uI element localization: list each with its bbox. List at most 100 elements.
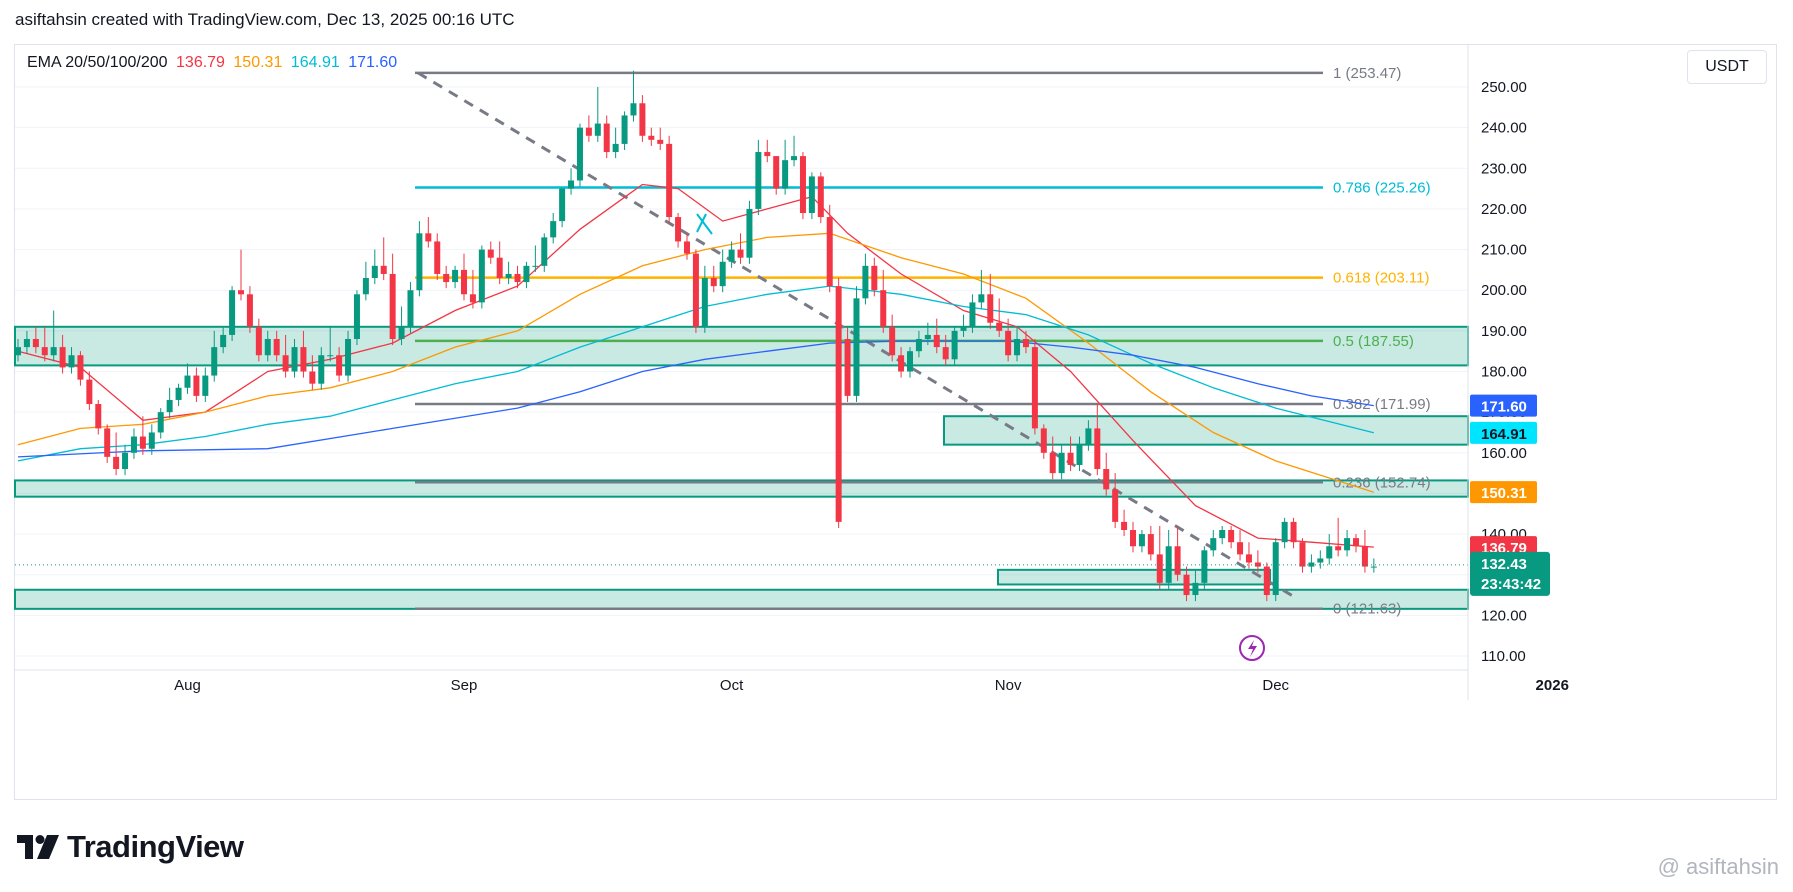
candle-body (1112, 489, 1119, 522)
zone-box[interactable] (14, 588, 1469, 610)
candle-body (675, 217, 682, 242)
candle-body (880, 290, 887, 327)
candle-body (862, 265, 869, 299)
candle-body (594, 123, 601, 136)
candle-body (1138, 534, 1145, 547)
candle-body (1094, 428, 1101, 470)
candle-body (684, 241, 690, 254)
candle-body (353, 294, 360, 339)
candle-body (255, 326, 262, 356)
candle-body (1165, 546, 1172, 583)
y-tick-label: 180.00 (1481, 364, 1527, 381)
candle-body (505, 273, 512, 279)
candle-body (550, 221, 557, 238)
annotation-marker[interactable] (696, 213, 713, 235)
candle-body (398, 326, 405, 339)
currency-selector[interactable]: USDT (1687, 50, 1767, 84)
candle-body (871, 265, 878, 291)
fib-level-label: 0.618 (203.11) (1333, 270, 1429, 287)
candle-body (808, 176, 815, 213)
candle-body (666, 143, 673, 218)
candle-body (211, 347, 218, 376)
candle-body (523, 265, 530, 283)
candle-body (799, 156, 806, 213)
candle-body (1121, 521, 1128, 531)
candle-body (452, 269, 459, 283)
candle-body (791, 156, 798, 161)
candle-body (1281, 521, 1288, 543)
candle-body (389, 273, 396, 339)
candle-body (1058, 452, 1065, 474)
candle-body (1183, 574, 1190, 596)
candle-body (773, 156, 780, 189)
x-tick-label: 2026 (1536, 677, 1569, 694)
candle-body (853, 298, 860, 396)
candle-body (478, 249, 485, 303)
candle-body (764, 152, 771, 157)
y-tick-label: 220.00 (1481, 201, 1527, 218)
candle-body (782, 160, 789, 189)
zone-box[interactable] (943, 415, 1469, 446)
candle-body (318, 355, 325, 384)
fib-level-label: 0.236 (152.74) (1333, 474, 1431, 491)
candle-body (1335, 546, 1342, 551)
candle-body (692, 253, 699, 327)
candle-body (1219, 530, 1226, 539)
candle-body (362, 278, 369, 295)
candle-body (273, 338, 280, 356)
candle-body (996, 322, 1003, 331)
ema-line (17, 232, 1374, 493)
candle-body (184, 375, 191, 388)
candle-body (1290, 521, 1297, 543)
ema-line (17, 183, 1374, 548)
candle-body (817, 176, 824, 218)
candle-body (1263, 566, 1270, 596)
candle-body (1353, 538, 1359, 547)
lightning-icon-glyph (1248, 640, 1257, 657)
candle-body (1237, 542, 1244, 555)
candle-body (1156, 554, 1163, 583)
candle-body (380, 265, 387, 274)
chart-frame[interactable] (14, 44, 1777, 800)
price-chart[interactable]: 1 (253.47) 0.786 (225.26) 0.618 (203.11) 0.… (0, 0, 1793, 820)
y-tick-label: 250.00 (1481, 79, 1527, 96)
candle-body (612, 143, 619, 153)
candle-body (122, 452, 129, 470)
lightning-icon[interactable] (1239, 635, 1265, 661)
candle-body (701, 278, 708, 327)
ema200-value: 171.60 (348, 54, 398, 71)
candle-body (193, 375, 200, 396)
price-label: 164.91 (1481, 426, 1527, 443)
candle-body (568, 180, 575, 189)
candle-body (1147, 534, 1154, 555)
chart-header: asiftahsin created with TradingView.com,… (15, 10, 515, 29)
candle-countdown: 23:43:42 (1481, 576, 1541, 593)
ema-legend[interactable]: EMA 20/50/100/200 136.79 150.31 164.91 1… (27, 54, 401, 72)
candle-body (166, 399, 173, 413)
ema100-value: 164.91 (290, 54, 340, 71)
tradingview-brand[interactable]: TradingView (17, 829, 244, 865)
candle-body (648, 135, 655, 140)
candle-body (487, 249, 494, 258)
candle-body (416, 233, 423, 291)
price-label-bg (1470, 481, 1537, 504)
x-tick-label: Oct (720, 677, 744, 694)
candle-body (514, 273, 521, 283)
candle-body (1361, 546, 1368, 567)
candle-body (532, 265, 539, 267)
candle-body (32, 338, 39, 348)
candle-body (95, 404, 102, 429)
last-price-bg (1470, 551, 1550, 596)
candle-body (1049, 452, 1056, 474)
candle-body (113, 456, 120, 470)
price-label-bg (1470, 421, 1537, 444)
candle-body (469, 294, 476, 303)
candle-body (104, 428, 111, 457)
candle-body (942, 347, 949, 360)
candle-body (50, 347, 57, 356)
candle-body (220, 334, 227, 348)
candle-body (1031, 347, 1038, 429)
candle-body (559, 188, 566, 222)
zone-box[interactable] (997, 568, 1271, 586)
candle-body (826, 217, 833, 287)
